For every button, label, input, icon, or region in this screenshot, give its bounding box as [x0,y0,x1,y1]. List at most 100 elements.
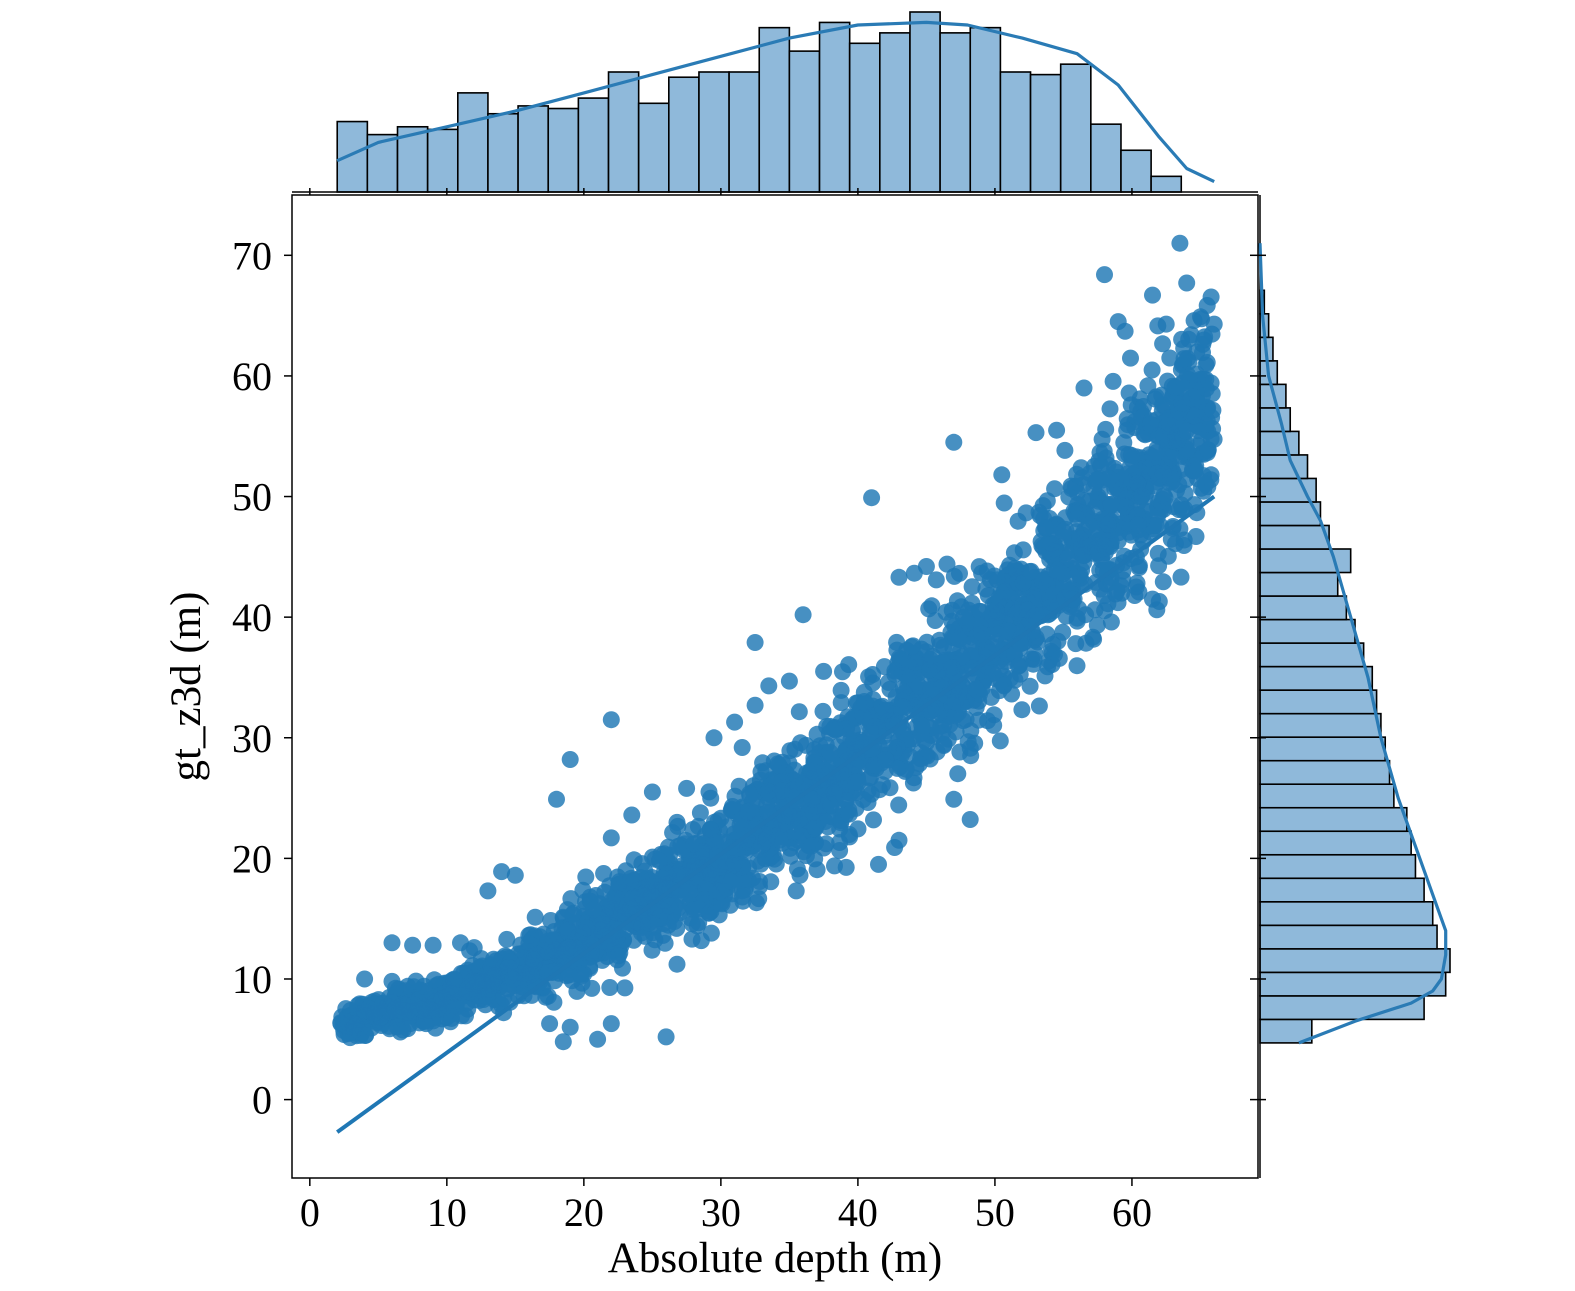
y-axis-label: gt_z3d (m) [163,592,210,782]
scatter-point [912,744,930,762]
scatter-point [781,807,799,825]
scatter-point [1157,315,1175,333]
scatter-point [593,915,611,933]
scatter-point [933,654,951,671]
scatter-point [526,908,544,926]
scatter-point [560,939,578,957]
scatter-point [770,756,788,774]
scatter-point [589,1030,607,1048]
y-hist-bar [1259,924,1438,950]
x-hist-bar [758,26,791,193]
y-hist-bar [1259,759,1391,785]
scatter-point [498,930,516,948]
scatter-point [1122,349,1139,367]
scatter-point [1154,464,1172,482]
scatter-point [602,1015,620,1033]
x-hist-bar [909,11,941,193]
x-tick-label: 30 [701,1190,741,1235]
scatter-point [1141,416,1159,433]
scatter-point [780,672,798,690]
scatter-point [725,855,743,873]
scatter-point [840,805,858,823]
x-tick-label: 10 [427,1190,467,1235]
scatter-point [920,600,938,618]
scatter-point [650,852,668,870]
scatter-point [669,838,687,855]
scatter-point [759,782,777,800]
scatter-point [559,921,576,939]
scatter-point [771,831,789,849]
scatter-point [1154,573,1172,591]
x-hist-bar [698,71,730,193]
scatter-point [608,890,626,908]
scatter-point [504,970,522,988]
scatter-point [750,890,768,908]
x-tick-label: 0 [300,1190,320,1235]
scatter-point [683,863,700,881]
y-hist-bar [1259,407,1292,433]
scatter-point [804,803,822,821]
scatter-point [424,936,442,954]
scatter-point [1027,424,1045,442]
scatter-point [787,882,805,900]
scatter-point [1077,606,1095,624]
scatter-point [702,789,720,807]
scatter-point [477,987,495,1005]
scatter-point [895,698,913,716]
y-hist-bar [1259,689,1378,715]
scatter-point [961,811,979,828]
x-hist-bar [366,133,399,193]
scatter-point [641,872,659,890]
scatter-point [946,707,964,725]
y-hist-bar [1259,877,1425,903]
scatter-point [1147,516,1165,534]
y-hist-bar [1259,642,1365,668]
x-tick-label: 60 [1112,1190,1152,1235]
scatter-point [415,977,433,995]
scatter-point [973,564,991,582]
scatter-point [1013,701,1031,719]
scatter-point [345,1018,363,1036]
scatter-point [977,580,995,598]
y-hist-bar [1259,736,1387,762]
scatter-point [465,939,483,957]
scatter-point [726,713,744,731]
scatter-point [1162,530,1180,548]
scatter-point [1115,434,1133,452]
x-kde-curve [336,20,1215,184]
scatter-point [654,926,672,944]
scatter-point [855,708,873,726]
scatter-point [356,970,374,988]
y-hist-bar [1259,948,1451,974]
scatter-point [863,489,881,507]
x-tick-label: 40 [838,1190,878,1235]
scatter-point [963,578,981,596]
y-hist-bar [1259,454,1309,480]
scatter-point [1163,449,1180,467]
scatter-point [1192,308,1209,326]
scatter-point [945,790,963,808]
scatter-point [791,866,809,884]
scatter-point [548,790,565,808]
scatter-point [865,811,882,829]
scatter-point [544,963,562,981]
x-hist-bar [547,107,580,193]
scatter-point [1107,585,1124,603]
scatter-point [967,680,985,698]
scatter-point [1085,480,1103,498]
regression-line [336,494,1216,1134]
scatter-point [1159,372,1176,390]
scatter-point [1146,477,1164,495]
scatter-point [1014,541,1032,559]
scatter-point [1026,644,1044,662]
scatter-point [834,663,851,681]
scatter-point [665,913,683,930]
x-hist-bar [637,102,670,193]
scatter-point [1172,568,1190,586]
scatter-point [467,973,485,991]
x-hist-bar [577,97,610,193]
scatter-point [613,904,631,922]
scatter-point [684,821,702,838]
scatter-point [1009,657,1027,675]
scatter-point [1096,266,1113,284]
